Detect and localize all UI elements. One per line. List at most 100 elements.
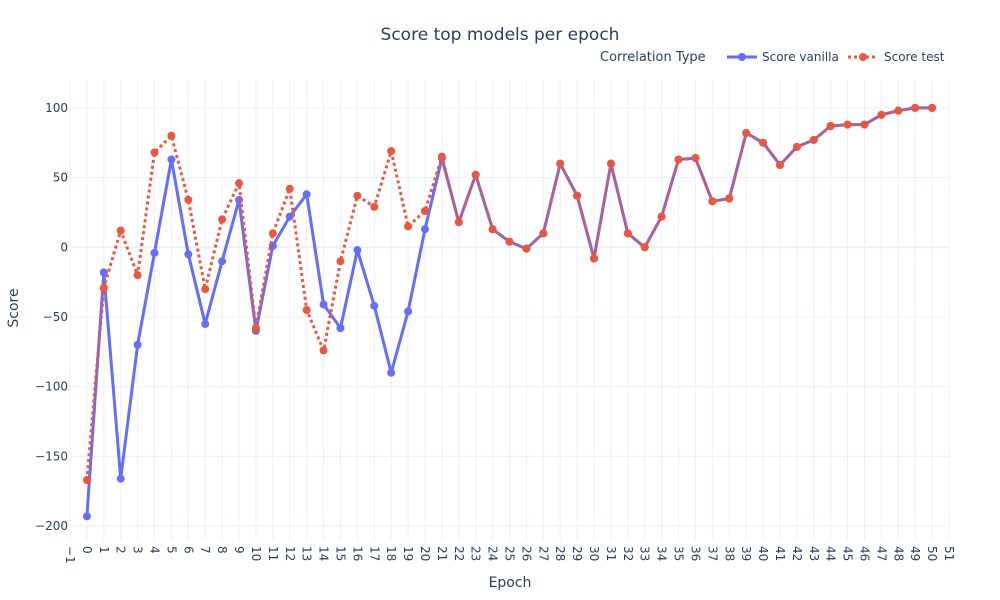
y-axis-title: Score	[6, 288, 22, 327]
data-point	[522, 244, 531, 253]
x-tick-label: 19	[401, 546, 415, 561]
x-tick-label: 2	[114, 546, 128, 554]
x-tick-label: 49	[908, 546, 922, 561]
x-tick-label: 46	[857, 546, 871, 561]
x-tick-label: 22	[452, 546, 466, 561]
x-tick-label: 35	[672, 546, 686, 561]
data-point	[370, 301, 379, 310]
y-tick-label: −50	[43, 310, 68, 324]
x-tick-label: 6	[181, 546, 195, 554]
x-tick-label: 37	[705, 546, 719, 561]
data-point	[640, 243, 649, 252]
data-point	[505, 237, 514, 246]
data-point	[420, 225, 429, 234]
x-tick-label: 29	[570, 546, 584, 561]
data-point	[556, 159, 565, 168]
data-point	[370, 202, 379, 211]
data-point	[99, 283, 108, 292]
data-point	[471, 170, 480, 179]
x-tick-label: 20	[418, 546, 432, 561]
x-tick-label: 16	[350, 546, 364, 561]
x-tick-label: 8	[215, 546, 229, 554]
data-point	[133, 271, 142, 280]
data-point	[792, 142, 801, 151]
chart-title: Score top models per epoch	[381, 25, 620, 45]
data-point	[251, 324, 260, 333]
legend-item-score-test[interactable]: Score test	[848, 50, 945, 64]
data-point	[353, 246, 362, 255]
data-point	[302, 190, 311, 199]
x-tick-label: 25	[503, 546, 517, 561]
legend-swatch-marker	[738, 53, 746, 61]
x-tick-label: 28	[553, 546, 567, 561]
x-tick-label: 14	[317, 546, 331, 561]
data-point	[184, 195, 193, 204]
data-point	[623, 229, 632, 238]
x-tick-label: 43	[807, 546, 821, 561]
data-point	[775, 161, 784, 170]
x-tick-label: 31	[604, 546, 618, 561]
data-point	[404, 307, 413, 316]
y-tick-label: −100	[35, 380, 68, 394]
legend-item-score-vanilla[interactable]: Score vanilla	[727, 50, 839, 64]
data-point	[201, 285, 210, 294]
x-axis-title: Epoch	[489, 575, 532, 591]
legend-swatch-marker	[859, 53, 867, 61]
data-point	[235, 179, 244, 188]
x-tick-label: 33	[638, 546, 652, 561]
data-point	[742, 128, 751, 137]
data-point	[150, 148, 159, 157]
data-point	[590, 254, 599, 263]
data-point	[573, 191, 582, 200]
data-point	[201, 319, 210, 328]
data-point	[218, 215, 227, 224]
data-point	[167, 155, 176, 164]
data-point	[606, 159, 615, 168]
x-tick-label: 41	[773, 546, 787, 561]
x-tick-label: 30	[587, 546, 601, 561]
data-point	[353, 191, 362, 200]
y-axis-ticks: 100 50 0 −50 −100 −150 −200	[35, 101, 68, 533]
y-tick-label: 0	[60, 240, 68, 254]
y-tick-label: 50	[53, 171, 68, 185]
x-tick-label: 17	[367, 546, 381, 561]
data-point	[235, 195, 244, 204]
data-point	[184, 250, 193, 259]
x-tick-label: 34	[655, 546, 669, 561]
x-tick-label: 40	[756, 546, 770, 561]
data-point	[82, 476, 91, 485]
data-point	[674, 155, 683, 164]
data-point	[116, 474, 125, 483]
x-tick-label: 36	[688, 546, 702, 561]
data-point	[336, 257, 345, 266]
data-point	[387, 368, 396, 377]
data-point	[843, 120, 852, 129]
x-tick-label: 13	[300, 546, 314, 561]
data-point	[387, 147, 396, 156]
data-point	[116, 226, 125, 235]
data-point	[285, 212, 294, 221]
x-tick-label: 50	[925, 546, 939, 561]
x-tick-label: 47	[874, 546, 888, 561]
legend: Correlation Type Score vanilla Score tes…	[600, 50, 945, 65]
data-point	[218, 257, 227, 266]
x-tick-label: −1	[63, 546, 77, 564]
x-tick-label: 32	[621, 546, 635, 561]
data-point	[657, 212, 666, 221]
data-point	[437, 152, 446, 161]
x-tick-label: 39	[739, 546, 753, 561]
data-point	[133, 340, 142, 349]
data-point	[708, 197, 717, 206]
x-tick-label: 44	[824, 546, 838, 561]
data-point	[759, 138, 768, 147]
x-tick-label: 18	[384, 546, 398, 561]
x-tick-label: 48	[891, 546, 905, 561]
x-tick-label: 45	[841, 546, 855, 561]
series-line	[85, 106, 933, 481]
data-point	[860, 120, 869, 129]
data-point	[167, 131, 176, 140]
series-score-test	[82, 103, 937, 485]
x-axis-ticks: −1 0 1 2 3 4 5 6 7 8 9 10 11 12 13 14 15 16 17 18 19 20 21 22 23…	[63, 546, 956, 564]
data-point	[82, 512, 91, 521]
